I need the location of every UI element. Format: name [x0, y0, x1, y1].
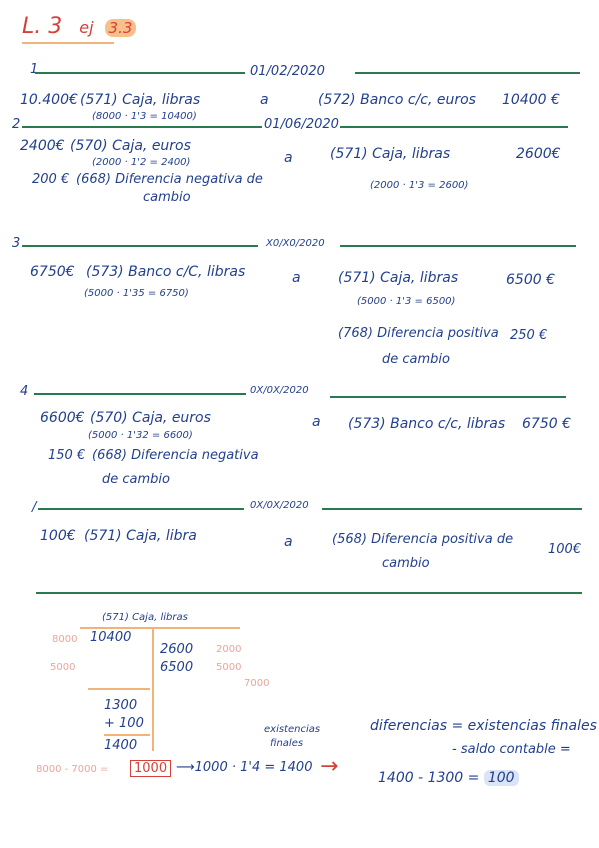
entry-5-line-right: [322, 508, 582, 510]
t-account-arrow-calc-text: 1000 · 1'4 = 1400: [194, 760, 313, 775]
entry-2-line-right: [340, 126, 568, 128]
entry-2-debit-calc: (2000 · 1'2 = 2400): [92, 157, 191, 168]
title-prefix: L. 3: [22, 14, 63, 39]
t-account-title: (571) Caja, libras: [102, 612, 188, 623]
t-account-right-margin-3: 7000: [244, 678, 270, 689]
t-account-balance-2: + 100: [104, 716, 144, 731]
entry-3-date: X0/X0/2020: [266, 238, 325, 249]
entry-2-a: a: [284, 150, 293, 166]
entry-4-debit2-account-cont: de cambio: [102, 472, 170, 487]
entry-5-line-left: [38, 508, 244, 510]
t-account-existencias: existencias: [264, 724, 321, 735]
entry-4-number: 4: [20, 384, 29, 399]
entry-1-debit-amount: 10.400€: [20, 92, 78, 108]
entry-3-credit2-account-cont: de cambio: [382, 352, 450, 367]
entry-2-number: 2: [12, 117, 21, 132]
entry-4-a: a: [312, 414, 321, 430]
t-account-vertical: [152, 627, 154, 751]
entry-1-number: 1: [30, 62, 39, 77]
entry-3-number: 3: [12, 236, 21, 251]
entry-5-debit-amount: 100€: [40, 528, 76, 544]
entry-4-credit-account: (573) Banco c/c, libras: [348, 416, 506, 432]
entry-3-credit-account: (571) Caja, libras: [338, 270, 459, 286]
page-title: L. 3 ej 3.3: [22, 14, 137, 39]
entry-5-credit-amount: 100€: [548, 542, 582, 557]
entry-5-credit-account: (568) Diferencia positiva de: [332, 532, 514, 547]
arrow-icon: ⟶: [176, 760, 195, 775]
entry-5-debit-account: (571) Caja, libra: [84, 528, 197, 544]
entry-2-date: 01/06/2020: [264, 117, 339, 132]
t-account-bottom-calc: 8000 - 7000 =: [36, 764, 109, 775]
entry-5-a: a: [284, 534, 293, 550]
entry-4-line-right: [330, 396, 566, 398]
entry-1-debit-account: (571) Caja, libras: [80, 92, 201, 108]
t-account-balance-3: 1400: [104, 738, 138, 753]
t-account-sum-line: [104, 734, 150, 736]
section-divider: [36, 592, 582, 594]
entry-5-date: 0X/0X/2020: [250, 500, 309, 511]
entry-4-line-left: [34, 393, 246, 395]
entry-5-credit-account-cont: cambio: [382, 556, 430, 571]
formula-result: 100: [483, 770, 519, 786]
formula-line-1: diferencias = existencias finales: [370, 718, 597, 734]
entry-4-date: 0X/0X/2020: [250, 385, 309, 396]
formula-line-3-expr: 1400 - 1300 =: [378, 770, 480, 786]
entry-2-debit-account: (570) Caja, euros: [70, 138, 191, 154]
title-ej: ej: [79, 18, 94, 37]
t-account-credit-1: 2600: [160, 642, 194, 657]
entry-3-debit-calc: (5000 · 1'35 = 6750): [84, 288, 189, 299]
entry-1-debit-calc: (8000 · 1'3 = 10400): [92, 111, 197, 122]
entry-3-credit2-account: (768) Diferencia positiva: [338, 326, 499, 341]
entry-1-a: a: [260, 92, 269, 108]
entry-4-debit-amount: 6600€: [40, 410, 85, 426]
entry-3-line-left: [22, 245, 258, 247]
entry-3-debit-account: (573) Banco c/C, libras: [86, 264, 246, 280]
t-account-boxed-value: 1000: [130, 760, 172, 777]
t-account-finales: finales: [270, 738, 304, 749]
entry-4-debit2-account: (668) Diferencia negativa: [92, 448, 259, 463]
t-account-left-margin-1: 8000: [52, 634, 78, 645]
t-account-balance-1: 1300: [104, 698, 138, 713]
t-account-arrow-calc: ⟶1000 · 1'4 = 1400: [176, 760, 312, 775]
entry-1-line-right: [355, 72, 580, 74]
formula-line-2: - saldo contable =: [452, 742, 571, 757]
entry-2-credit-amount: 2600€: [516, 146, 561, 162]
t-account-credit-2: 6500: [160, 660, 194, 675]
t-account-left-margin-2: 5000: [50, 662, 76, 673]
entry-1-date: 01/02/2020: [250, 64, 325, 79]
entry-5-number: /: [32, 500, 37, 515]
entry-4-debit2-amount: 150 €: [48, 448, 86, 463]
t-account-right-margin-2: 5000: [216, 662, 242, 673]
entry-3-debit-amount: 6750€: [30, 264, 75, 280]
entry-3-credit2-amount: 250 €: [510, 328, 548, 343]
formula-line-3: 1400 - 1300 = 100: [378, 770, 519, 786]
entry-3-a: a: [292, 270, 301, 286]
entry-3-credit-amount: 6500 €: [506, 272, 555, 288]
t-account-debit: 10400: [90, 630, 132, 645]
entry-3-credit-calc: (5000 · 1'3 = 6500): [357, 296, 456, 307]
entry-2-line-left: [22, 126, 262, 128]
title-underline: [22, 42, 114, 44]
entry-4-debit-account: (570) Caja, euros: [90, 410, 211, 426]
entry-2-credit-calc: (2000 · 1'3 = 2600): [370, 180, 469, 191]
entry-1-credit-amount: 10400 €: [502, 92, 560, 108]
red-arrow-icon: →: [320, 754, 339, 779]
entry-3-line-right: [340, 245, 576, 247]
entry-1-credit-account: (572) Banco c/c, euros: [318, 92, 476, 108]
entry-4-debit-calc: (5000 · 1'32 = 6600): [88, 430, 193, 441]
entry-1-line-left: [35, 72, 245, 74]
entry-2-debit-amount: 2400€: [20, 138, 65, 154]
t-account-horizontal: [80, 627, 240, 629]
entry-2-debit2-amount: 200 €: [32, 172, 70, 187]
entry-2-debit2-account-cont: cambio: [143, 190, 191, 205]
entry-2-credit-account: (571) Caja, libras: [330, 146, 451, 162]
t-account-balance-line: [88, 688, 150, 690]
entry-2-debit2-account: (668) Diferencia negativa de: [76, 172, 263, 187]
entry-4-credit-amount: 6750 €: [522, 416, 571, 432]
t-account-right-margin-1: 2000: [216, 644, 242, 655]
title-ej-number: 3.3: [104, 19, 137, 37]
